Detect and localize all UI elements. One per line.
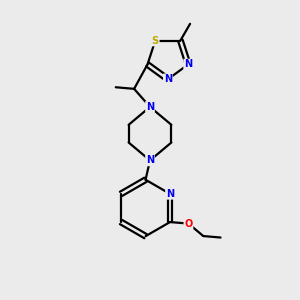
Text: N: N (146, 102, 154, 112)
Text: N: N (166, 189, 174, 199)
Text: O: O (184, 219, 193, 229)
Text: N: N (146, 155, 154, 165)
Text: N: N (164, 74, 172, 84)
Text: S: S (152, 35, 159, 46)
Text: N: N (184, 59, 192, 70)
